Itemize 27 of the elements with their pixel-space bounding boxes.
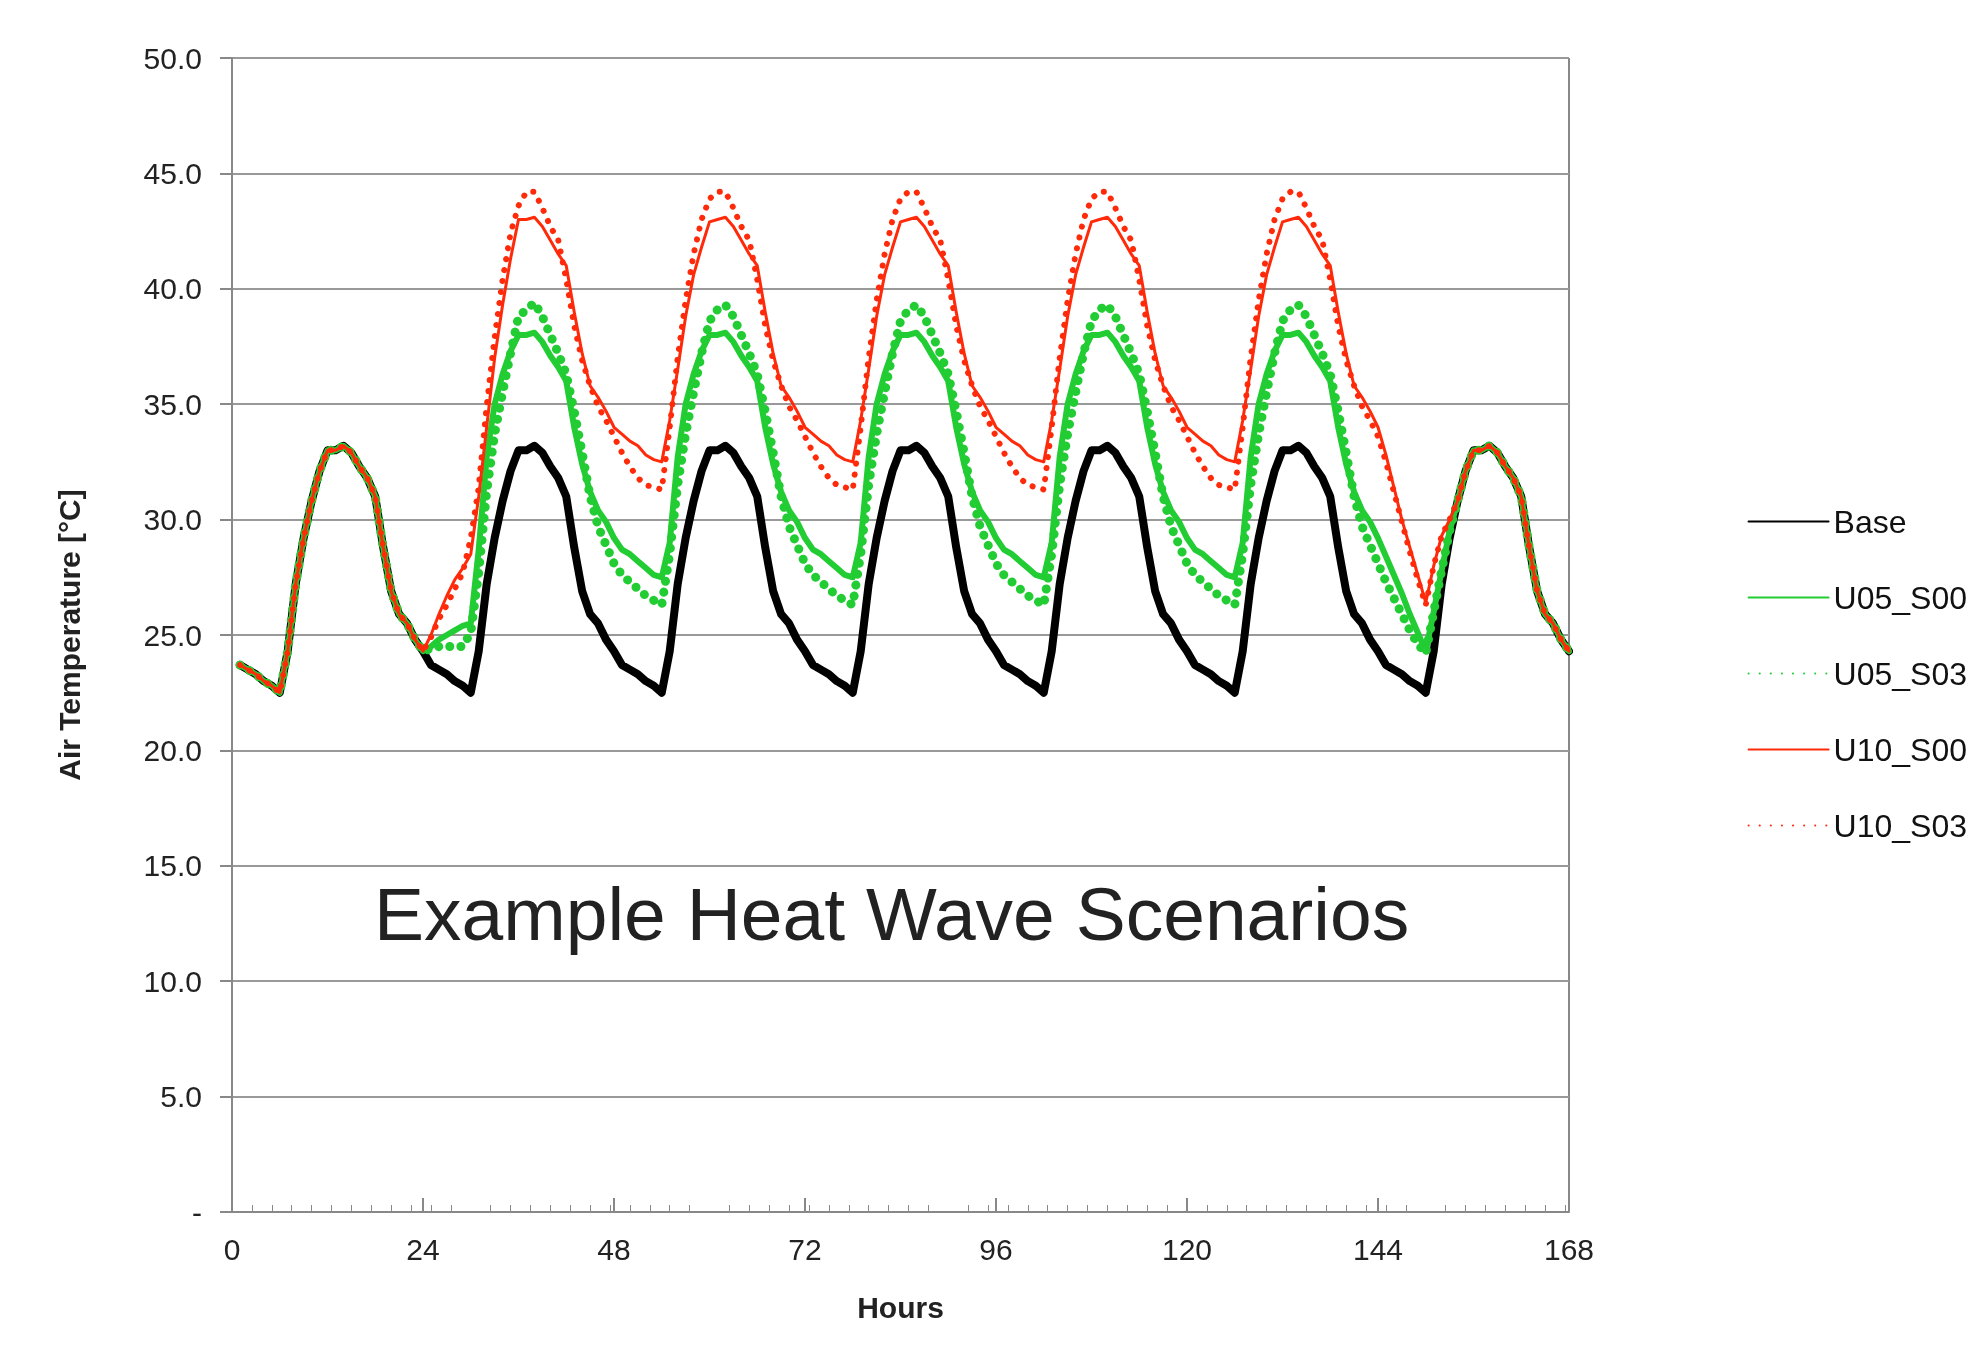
x-tick-label: 48 (597, 1232, 631, 1266)
legend-label: U05_S00 (1833, 579, 1967, 616)
y-tick-label: 30.0 (143, 503, 202, 537)
y-tick-label: 5.0 (160, 1080, 202, 1114)
x-tick-label: 24 (406, 1232, 440, 1266)
y-tick-label: - (192, 1195, 202, 1229)
y-tick-label: 20.0 (143, 733, 202, 767)
x-tick-label: 0 (223, 1232, 241, 1266)
y-tick-label: 25.0 (143, 618, 202, 652)
y-tick-label: 15.0 (143, 849, 202, 883)
legend-label: Base (1833, 503, 1907, 540)
y-tick-label: 50.0 (143, 41, 202, 75)
y-axis-title: Air Temperature [°C] (52, 489, 86, 781)
legend-label: U10_S03 (1833, 807, 1967, 844)
x-tick-label: 168 (1543, 1232, 1595, 1266)
legend-label: U10_S00 (1833, 731, 1967, 768)
y-tick-label: 40.0 (143, 272, 202, 306)
y-tick-label: 10.0 (143, 964, 202, 998)
x-axis-title: Hours (857, 1290, 944, 1324)
x-tick-label: 120 (1161, 1232, 1213, 1266)
y-tick-label: 35.0 (143, 387, 202, 421)
y-tick-label: 45.0 (143, 156, 202, 190)
x-tick-label: 72 (788, 1232, 822, 1266)
annotation: Example Heat Wave Scenarios (374, 871, 1410, 956)
legend-label: U05_S03 (1833, 655, 1967, 692)
x-tick-label: 96 (979, 1232, 1013, 1266)
x-tick-label: 144 (1352, 1232, 1404, 1266)
